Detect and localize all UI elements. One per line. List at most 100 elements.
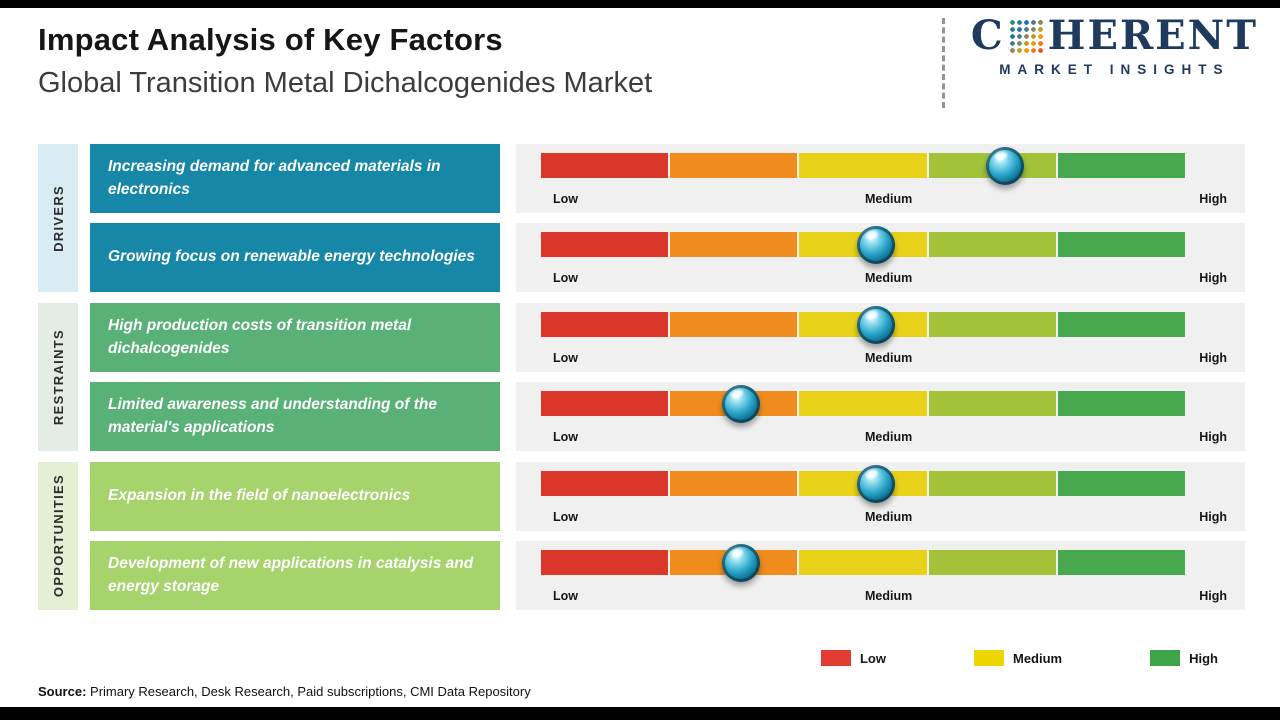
- impact-bar: Low Medium High: [516, 382, 1245, 451]
- logo-o-mosaic-icon: [1007, 17, 1045, 55]
- bar-segment: [670, 312, 798, 337]
- legend-label: High: [1189, 650, 1218, 666]
- impact-marker: [856, 464, 895, 503]
- category-sidebar-opportunities: OPPORTUNITIES: [38, 462, 78, 610]
- scale-labels: Low Medium High: [553, 351, 1227, 365]
- scale-label-low: Low: [553, 510, 578, 524]
- scale-label-medium: Medium: [864, 589, 913, 603]
- impact-bar: Low Medium High: [516, 223, 1245, 292]
- bar-segment: [541, 391, 669, 416]
- legend-item-high: High: [1150, 650, 1218, 666]
- factor-box: High production costs of transition meta…: [90, 303, 500, 372]
- bar-segment: [799, 153, 927, 178]
- scale-label-medium: Medium: [864, 271, 913, 285]
- impact-bar: Low Medium High: [516, 462, 1245, 531]
- bar-segment: [1057, 550, 1186, 575]
- factor-row: Development of new applications in catal…: [90, 541, 1245, 610]
- impact-track: [541, 464, 1186, 503]
- logo-letter-c: C: [970, 12, 1005, 59]
- top-border: [0, 0, 1280, 8]
- scale-label-low: Low: [553, 589, 578, 603]
- bar-segment: [541, 153, 669, 178]
- impact-marker: [985, 146, 1024, 185]
- scale-label-low: Low: [553, 192, 578, 206]
- category-sidebar-drivers: DRIVERS: [38, 144, 78, 292]
- bar-segment: [670, 471, 798, 496]
- scale-label-medium: Medium: [864, 192, 913, 206]
- factor-row: Limited awareness and understanding of t…: [90, 382, 1245, 451]
- impact-track: [541, 543, 1186, 582]
- factor-box: Growing focus on renewable energy techno…: [90, 223, 500, 292]
- category-label: DRIVERS: [50, 184, 66, 252]
- scale-label-high: High: [1199, 351, 1227, 365]
- logo-letters-rest: HERENT: [1047, 12, 1258, 59]
- dashed-divider: [941, 18, 945, 108]
- header: Impact Analysis of Key Factors Global Tr…: [0, 0, 1280, 108]
- bar-segment: [799, 391, 927, 416]
- bar-segment: [541, 232, 669, 257]
- impact-marker: [856, 305, 895, 344]
- scale-label-low: Low: [553, 351, 578, 365]
- impact-marker: [721, 543, 760, 582]
- factor-row: High production costs of transition meta…: [90, 303, 1245, 372]
- bar-segment: [1057, 391, 1186, 416]
- impact-track: [541, 305, 1186, 344]
- bar-segment: [928, 550, 1056, 575]
- bar-segment: [928, 312, 1056, 337]
- bar-segment: [928, 471, 1056, 496]
- category-label: RESTRAINTS: [50, 328, 66, 426]
- page-title: Impact Analysis of Key Factors: [38, 22, 503, 57]
- scale-labels: Low Medium High: [553, 589, 1227, 603]
- group-restraints: RESTRAINTS High production costs of tran…: [38, 303, 1245, 451]
- logo-wordmark: C HERENT: [971, 16, 1258, 56]
- scale-label-high: High: [1199, 192, 1227, 206]
- legend-item-low: Low: [820, 650, 886, 666]
- factor-row: Growing focus on renewable energy techno…: [90, 223, 1245, 292]
- impact-marker: [721, 384, 760, 423]
- impact-bar: Low Medium High: [516, 144, 1245, 213]
- impact-track: [541, 146, 1186, 185]
- category-sidebar-restraints: RESTRAINTS: [38, 303, 78, 451]
- factor-box: Limited awareness and understanding of t…: [90, 382, 500, 451]
- bar-segment: [670, 153, 798, 178]
- scale-label-high: High: [1199, 510, 1227, 524]
- bar-segment: [670, 232, 798, 257]
- scale-label-medium: Medium: [864, 510, 913, 524]
- page-subtitle: Global Transition Metal Dichalcogenides …: [38, 67, 653, 99]
- scale-labels: Low Medium High: [553, 192, 1227, 206]
- scale-label-low: Low: [553, 271, 578, 285]
- legend-item-medium: Medium: [973, 650, 1062, 666]
- bar-segment: [541, 471, 669, 496]
- brand-logo: C HERENT MARKET INSIGHTS: [941, 16, 1258, 108]
- scale-labels: Low Medium High: [553, 271, 1227, 285]
- coherent-logo: C HERENT MARKET INSIGHTS: [971, 16, 1258, 78]
- factor-box: Increasing demand for advanced materials…: [90, 144, 500, 213]
- scale-label-medium: Medium: [864, 351, 913, 365]
- group-opportunities: OPPORTUNITIES Expansion in the field of …: [38, 462, 1245, 610]
- factor-row: Increasing demand for advanced materials…: [90, 144, 1245, 213]
- impact-track: [541, 384, 1186, 423]
- impact-matrix: DRIVERS Increasing demand for advanced m…: [38, 144, 1245, 610]
- bar-segment: [1057, 471, 1186, 496]
- bar-segment: [1057, 312, 1186, 337]
- scale-label-high: High: [1199, 430, 1227, 444]
- source-text: Primary Research, Desk Research, Paid su…: [86, 684, 531, 699]
- legend-swatch-medium: [973, 650, 1004, 666]
- source-prefix: Source:: [38, 684, 87, 699]
- factor-box: Development of new applications in catal…: [90, 541, 500, 610]
- title-block: Impact Analysis of Key Factors Global Tr…: [38, 22, 652, 100]
- scale-label-high: High: [1199, 589, 1227, 603]
- factor-box: Expansion in the field of nanoelectronic…: [90, 462, 500, 531]
- legend-swatch-low: [820, 650, 851, 666]
- group-drivers: DRIVERS Increasing demand for advanced m…: [38, 144, 1245, 292]
- scale-label-medium: Medium: [864, 430, 913, 444]
- scale-labels: Low Medium High: [553, 510, 1227, 524]
- source-note: Source: Primary Research, Desk Research,…: [38, 684, 531, 699]
- legend: Low Medium High: [0, 650, 1218, 666]
- bar-segment: [541, 312, 669, 337]
- impact-track: [541, 225, 1186, 264]
- scale-label-high: High: [1199, 271, 1227, 285]
- bottom-border: [0, 707, 1280, 720]
- bar-segment: [928, 232, 1056, 257]
